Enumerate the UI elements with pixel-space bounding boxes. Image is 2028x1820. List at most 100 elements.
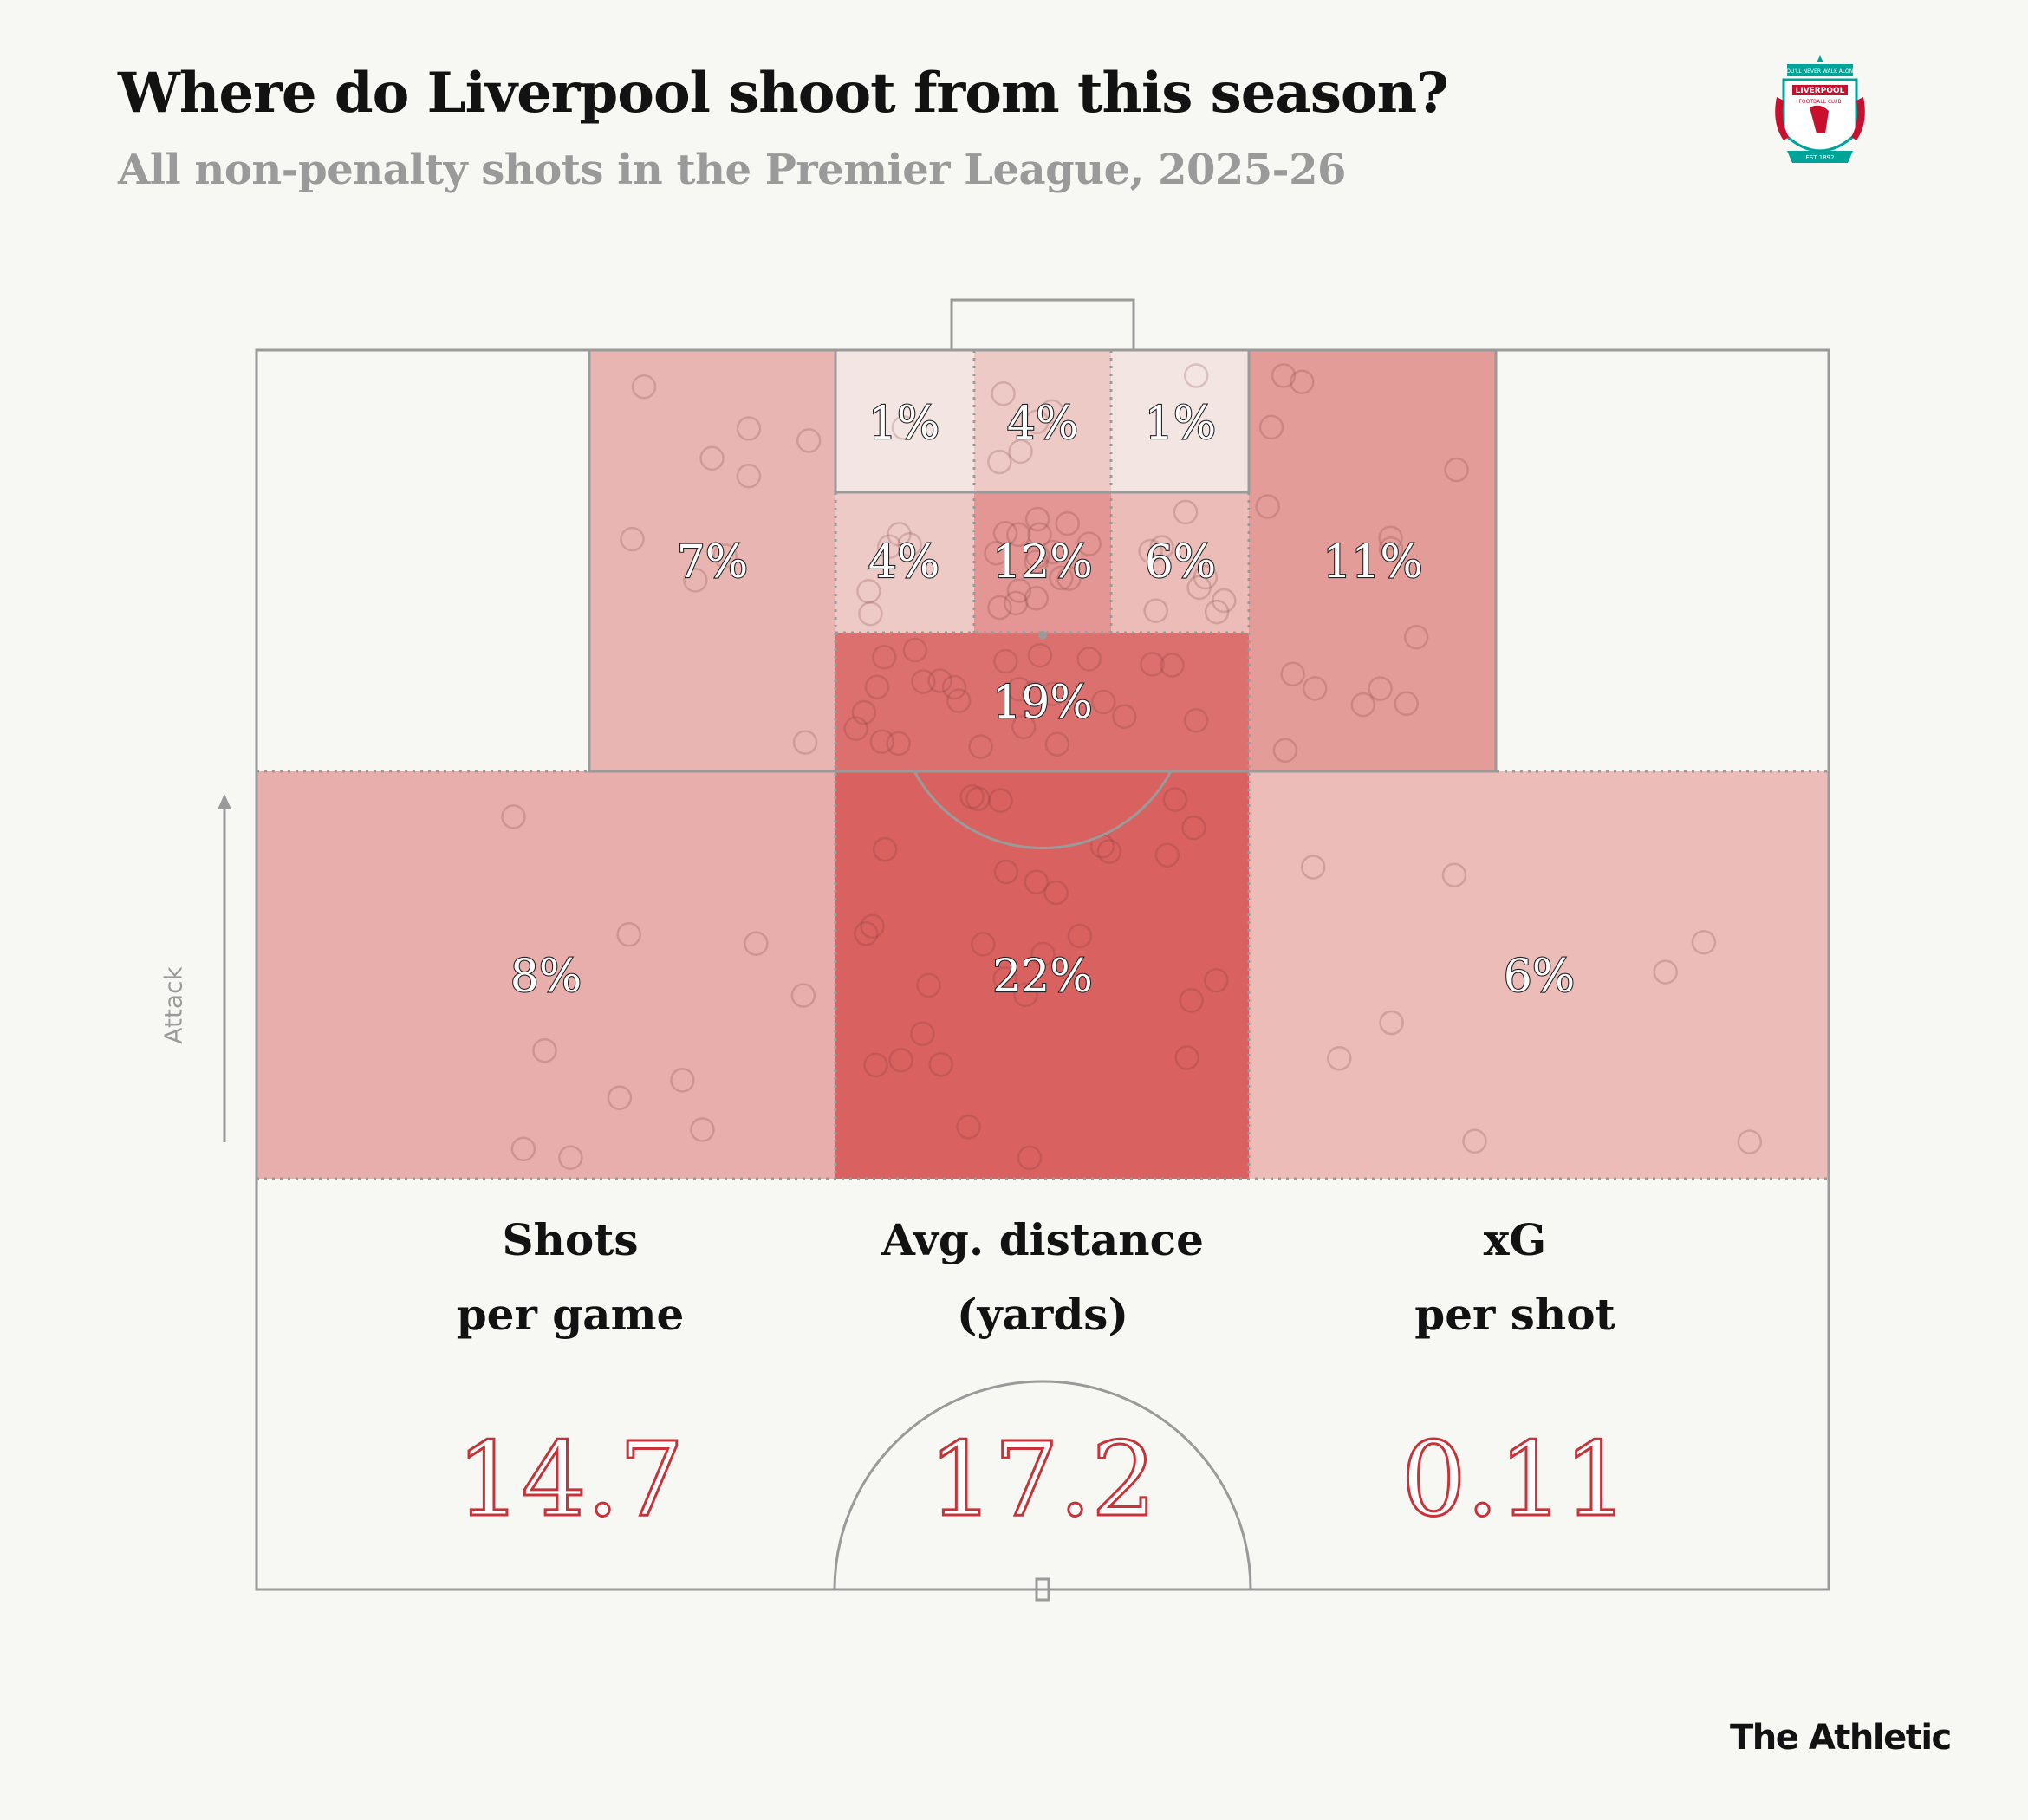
stat-distance-value: 17.2	[929, 1420, 1157, 1539]
shot-marker	[864, 674, 890, 699]
shot-marker	[1024, 549, 1049, 575]
zone-box-wide-right	[1249, 350, 1496, 771]
shot-marker	[854, 921, 879, 946]
shot-marker	[1462, 1128, 1487, 1154]
shot-marker	[1379, 1010, 1404, 1036]
shot-marker	[1186, 575, 1212, 601]
chart-title: Where do Liverpool shoot from this seaso…	[118, 61, 1449, 126]
shot-marker	[1272, 738, 1298, 764]
shot-marker	[988, 788, 1013, 813]
shot-marker	[744, 931, 769, 956]
stat-distance-label-1: Avg. distance	[881, 1214, 1204, 1265]
shot-marker	[927, 668, 952, 693]
pitch-lines	[255, 298, 1830, 1602]
shot-marker	[736, 416, 762, 441]
shot-marker	[1044, 731, 1070, 757]
shot-marker	[987, 595, 1012, 621]
zone-box-wide-left	[589, 350, 835, 771]
shot-marker	[501, 804, 526, 829]
shot-marker	[987, 449, 1012, 475]
zone-label-penalty-area-centre: 12%	[992, 536, 1093, 588]
shot-marker	[860, 913, 885, 939]
shot-marker	[851, 699, 877, 725]
shot-marker	[1027, 522, 1052, 548]
stats-panel: Shots per game 14.7 Avg. distance (yards…	[455, 1214, 1630, 1541]
shot-marker	[1162, 787, 1188, 812]
shot-marker	[1021, 680, 1047, 706]
shot-marker	[1024, 586, 1050, 611]
shot-marker	[911, 669, 936, 694]
shot-marker	[991, 381, 1016, 406]
shot-marker	[1174, 1045, 1199, 1070]
shot-marker	[891, 415, 917, 440]
shot-marker	[736, 463, 762, 489]
zone-dividers	[257, 350, 1829, 1180]
shot-marker	[1067, 923, 1093, 949]
shot-marker	[1378, 536, 1404, 562]
stat-xg-label-2: per shot	[1414, 1289, 1615, 1340]
zone-box-edge-centre	[835, 633, 1249, 771]
chart-subtitle: All non-penalty shots in the Premier Lea…	[118, 146, 1346, 194]
zone-label-box-edge-centre: 19%	[992, 677, 1093, 729]
shot-marker	[1327, 1046, 1352, 1071]
penalty-area	[588, 350, 1498, 773]
shot-marker	[941, 674, 967, 700]
crest-club: FOOTBALL CLUB	[1798, 99, 1841, 105]
shot-marker	[1143, 598, 1168, 623]
shot-marker	[1258, 414, 1284, 440]
shot-marker	[790, 983, 816, 1008]
shot-marker	[1076, 531, 1102, 556]
shot-marker	[872, 836, 898, 862]
shot-marker	[1096, 839, 1122, 864]
stat-distance-label-2: (yards)	[957, 1289, 1128, 1340]
zone-six-yard-centre	[974, 350, 1111, 492]
centre-circle	[833, 1380, 1252, 1590]
shot-marker	[1024, 409, 1050, 435]
shot-marker	[992, 521, 1018, 546]
shot-marker	[1140, 652, 1165, 677]
zone-labels: 1% 4% 1% 7% 4% 12% 6% 11% 19% 8% 22% 6%	[510, 397, 1576, 1004]
shot-marker	[928, 1051, 953, 1077]
shot-marker	[910, 1021, 935, 1047]
shot-marker	[1179, 988, 1204, 1013]
shots-layer	[501, 363, 1763, 1171]
zone-label-box-wide-right: 11%	[1323, 536, 1423, 588]
shot-marker	[1303, 676, 1328, 701]
shot-marker	[1076, 647, 1102, 672]
crest-motto: YOU'LL NEVER WALK ALONE	[1783, 68, 1856, 75]
stat-xg-value: 0.11	[1401, 1420, 1629, 1539]
shot-marker	[959, 784, 985, 809]
shot-marker	[1008, 439, 1033, 465]
zone-label-box-wide-left: 7%	[677, 536, 749, 588]
shot-marker	[1403, 624, 1429, 650]
shot-marker	[1290, 369, 1315, 394]
attack-arrow	[218, 794, 231, 1142]
zone-penalty-area-inner-right	[1111, 492, 1249, 633]
stat-shots-value: 14.7	[457, 1420, 685, 1539]
shot-marker	[558, 1145, 583, 1170]
shot-marker	[1005, 522, 1031, 548]
shot-marker	[620, 526, 645, 552]
shot-marker	[683, 568, 708, 593]
liverpool-crest-icon: YOU'LL NEVER WALK ALONE LIVERPOOL FOOTBA…	[1775, 55, 1865, 163]
shot-marker	[876, 534, 902, 559]
shot-marker	[1013, 982, 1038, 1008]
shot-marker	[1394, 691, 1420, 717]
shot-marker	[510, 1136, 536, 1162]
shot-marker	[607, 1085, 633, 1110]
shot-marker	[902, 637, 928, 663]
shot-marker	[1024, 506, 1050, 532]
shot-marker	[992, 966, 1017, 991]
shot-marker	[1255, 494, 1280, 519]
shot-marker	[1300, 855, 1326, 880]
shot-marker	[1040, 539, 1066, 565]
shot-marker	[1368, 676, 1393, 701]
shot-marker	[869, 729, 894, 754]
zone-outside-box-centre	[835, 771, 1249, 1179]
shot-marker	[871, 644, 897, 670]
shot-marker	[1040, 681, 1066, 706]
shot-marker	[993, 859, 1019, 885]
shot-marker	[796, 428, 822, 453]
shot-marker	[971, 932, 996, 957]
